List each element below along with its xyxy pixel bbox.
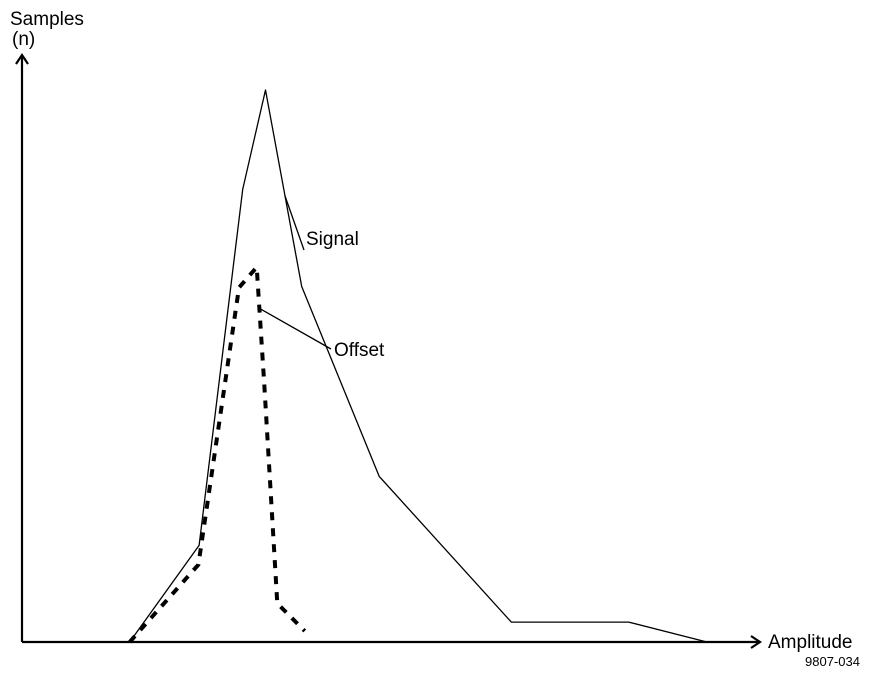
offset-annotation-label: Offset bbox=[334, 340, 385, 361]
x-axis-arrowhead bbox=[750, 635, 762, 649]
offset-leader-line bbox=[259, 307, 332, 350]
signal-series-line bbox=[129, 89, 708, 643]
series-layer bbox=[128, 89, 708, 644]
figure-id: 9807-034 bbox=[805, 654, 860, 669]
y-axis-label-line2: (n) bbox=[12, 29, 35, 50]
y-axis-label-line1: Samples bbox=[10, 9, 84, 30]
signal-leader-line bbox=[284, 195, 305, 251]
y-axis-arrowhead bbox=[15, 53, 29, 65]
annotation-layer bbox=[259, 195, 332, 350]
offset-series-line bbox=[128, 265, 307, 644]
x-axis-label: Amplitude bbox=[768, 632, 853, 653]
signal-annotation-label: Signal bbox=[306, 229, 359, 250]
axes bbox=[15, 53, 762, 649]
